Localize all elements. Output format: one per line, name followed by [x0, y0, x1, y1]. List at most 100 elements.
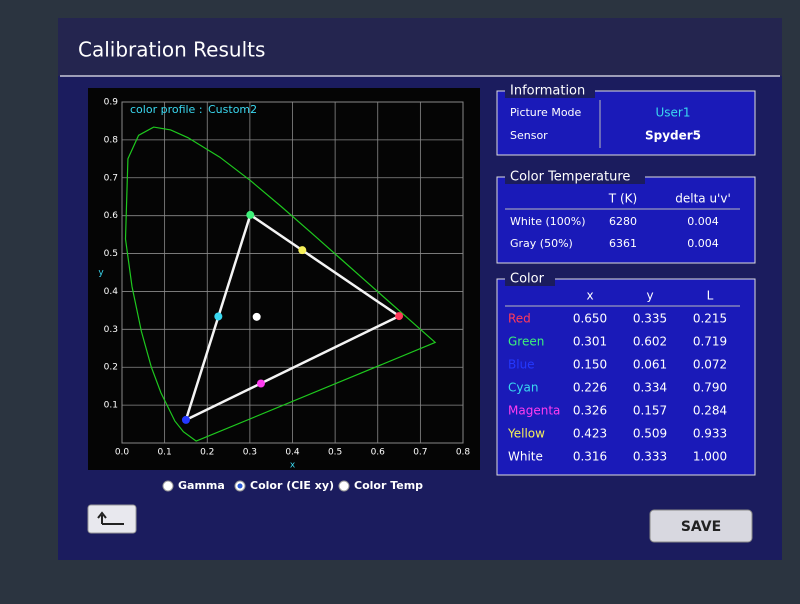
point: [246, 210, 255, 219]
x-tick-label: 0.2: [200, 448, 214, 458]
back-button[interactable]: [87, 504, 137, 534]
x-tick-label: 0.5: [328, 448, 342, 458]
point: [395, 312, 404, 321]
x-tick-label: 0.3: [243, 448, 257, 458]
color-value: 0.602: [633, 335, 667, 349]
y-tick-label: 0.2: [104, 363, 118, 373]
x-tick-label: 0.0: [115, 448, 130, 458]
radio-label[interactable]: Color (CIE xy): [250, 479, 334, 492]
info-label: Sensor: [510, 129, 548, 142]
temp-cell: White (100%): [510, 215, 586, 228]
color-value: 0.301: [573, 335, 607, 349]
temp-cell: 0.004: [687, 237, 719, 250]
row-name: Yellow: [507, 427, 545, 441]
color-value: 0.423: [573, 427, 607, 441]
info-label: Picture Mode: [510, 106, 582, 119]
y-tick-label: 0.6: [104, 211, 119, 221]
color-value: 0.334: [633, 381, 667, 395]
y-tick-label: 0.7: [104, 173, 118, 183]
color-value: 0.316: [573, 450, 607, 464]
y-tick-label: 0.5: [104, 249, 118, 259]
save-label[interactable]: SAVE: [681, 519, 721, 535]
color-value: 0.326: [573, 404, 607, 418]
title-bg: [505, 272, 555, 286]
info-value: User1: [656, 106, 691, 120]
x-tick-label: 0.1: [157, 448, 171, 458]
x-axis-label: x: [290, 461, 296, 471]
gamut-edge: [249, 213, 400, 318]
color-title: Color: [510, 272, 545, 287]
color-value: 1.000: [693, 450, 727, 464]
dialog-title: Calibration Results: [78, 38, 265, 62]
point: [214, 312, 223, 321]
x-tick-label: 0.8: [456, 448, 471, 458]
color-header: y: [646, 289, 653, 303]
color-value: 0.072: [693, 358, 727, 372]
row-name: Magenta: [508, 404, 560, 418]
y-tick-label: 0.9: [104, 98, 119, 108]
y-tick-label: 0.8: [104, 135, 119, 145]
radio[interactable]: [338, 480, 350, 492]
row-name: Red: [508, 312, 531, 326]
y-axis-label: y: [98, 268, 104, 278]
row-name: Blue: [508, 358, 535, 372]
info-title: Information: [510, 84, 585, 99]
temp-header: T (K): [608, 192, 637, 206]
color-value: 0.719: [693, 335, 727, 349]
y-tick-label: 0.4: [104, 287, 119, 297]
color-value: 0.333: [633, 450, 667, 464]
color-header: L: [707, 289, 714, 303]
row-name: White: [508, 450, 543, 464]
x-tick-label: 0.6: [371, 448, 386, 458]
annotation: color profile :: [130, 103, 203, 116]
temp-header: delta u'v': [675, 192, 731, 206]
color-value: 0.933: [693, 427, 727, 441]
y-tick-label: 0.3: [104, 325, 118, 335]
info-value: Spyder5: [645, 129, 701, 143]
radio[interactable]: [162, 480, 174, 492]
back-button-bg[interactable]: [87, 504, 137, 534]
title-bg: [505, 170, 645, 184]
color-value: 0.215: [693, 312, 727, 326]
temp-cell: 6361: [609, 237, 637, 250]
back-icon[interactable]: [97, 511, 124, 525]
dialog-header: [58, 18, 782, 76]
temp-box: [496, 176, 756, 264]
point: [256, 379, 265, 388]
color-value: 0.509: [633, 427, 667, 441]
point: [252, 312, 261, 321]
color-value: 0.150: [573, 358, 607, 372]
info-box: [496, 90, 756, 156]
temp-cell: 0.004: [687, 215, 719, 228]
radio-label[interactable]: Color Temp: [354, 479, 423, 492]
point: [181, 415, 190, 424]
y-tick-label: 0.1: [104, 401, 118, 411]
save-button-bg[interactable]: [649, 509, 753, 543]
spectral-locus: [124, 126, 437, 442]
color-value: 0.335: [633, 312, 667, 326]
point: [298, 246, 307, 255]
save-button[interactable]: SAVE: [649, 509, 753, 543]
x-tick-label: 0.7: [413, 448, 427, 458]
row-name: Green: [508, 335, 544, 349]
color-header: x: [586, 289, 593, 303]
color-value: 0.284: [693, 404, 727, 418]
radio-label[interactable]: Gamma: [178, 479, 225, 492]
color-value: 0.157: [633, 404, 667, 418]
x-tick-label: 0.4: [285, 448, 300, 458]
color-value: 0.790: [693, 381, 727, 395]
temp-title: Color Temperature: [510, 170, 630, 185]
title-bg: [505, 84, 595, 98]
temp-cell: 6280: [609, 215, 637, 228]
radio-dot[interactable]: [237, 483, 243, 489]
temp-cell: Gray (50%): [510, 237, 573, 250]
color-value: 0.226: [573, 381, 607, 395]
chart-panel: [88, 88, 480, 470]
color-value: 0.061: [633, 358, 667, 372]
gamut-edge: [185, 314, 400, 422]
profile-name: Custom2: [208, 103, 257, 116]
row-name: Cyan: [508, 381, 538, 395]
color-box: [496, 278, 756, 476]
